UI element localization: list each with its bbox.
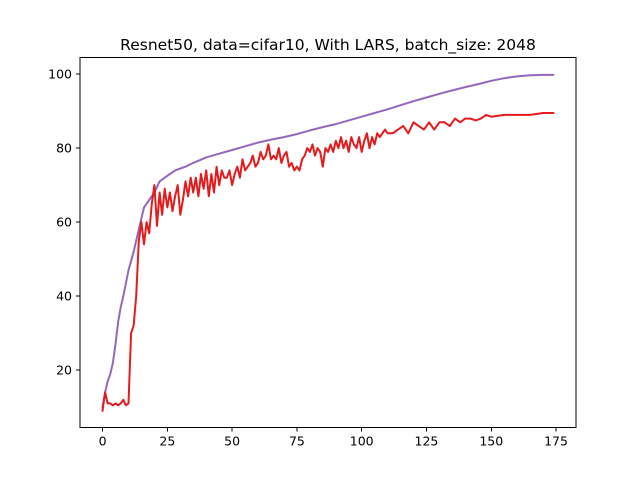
y-tick-label: 60	[56, 215, 72, 230]
series-line-2	[101, 112, 555, 412]
x-tick-label: 100	[350, 434, 374, 449]
x-axis-ticks: 0 25 50 75 100 125 150 175	[99, 427, 568, 449]
x-tick-label: 175	[544, 434, 568, 449]
y-tick-label: 100	[48, 67, 72, 82]
y-tick-label: 20	[56, 363, 72, 378]
series-layer	[101, 73, 555, 412]
chart-title: Resnet50, data=cifar10, With LARS, batch…	[120, 36, 536, 55]
y-axis-ticks: 20 40 60 80 100	[48, 67, 80, 378]
x-tick-label: 25	[159, 434, 175, 449]
x-tick-label: 150	[479, 434, 503, 449]
plot-area-frame	[79, 57, 577, 428]
x-tick-label: 125	[415, 434, 439, 449]
y-tick-label: 80	[56, 141, 72, 156]
y-tick-label: 40	[56, 289, 72, 304]
series-line-1	[101, 73, 555, 409]
x-tick-label: 0	[99, 434, 107, 449]
x-tick-label: 50	[224, 434, 240, 449]
x-tick-label: 75	[289, 434, 305, 449]
